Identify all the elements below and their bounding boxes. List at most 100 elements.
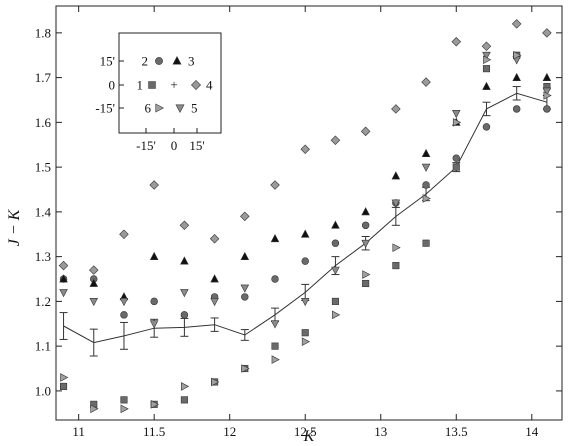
inset-frame: [118, 32, 222, 134]
data-point-series-2: [361, 221, 370, 230]
y-tick-label: 1.1: [35, 339, 51, 354]
data-point-series-5: [391, 199, 401, 208]
data-point-series-3: [240, 251, 250, 260]
data-point-series-4: [451, 37, 462, 47]
data-point-series-4: [270, 180, 280, 190]
data-point-series-5: [119, 298, 129, 307]
data-point-series-5: [240, 284, 250, 293]
data-point-series-5: [270, 320, 280, 329]
data-point-series-3: [361, 207, 370, 216]
data-point-series-2: [241, 293, 249, 301]
data-point-series-5: [180, 289, 189, 298]
inset-field-marker-2: [155, 57, 163, 65]
data-point-series-4: [542, 28, 552, 38]
data-point-series-4: [330, 135, 341, 146]
data-point-series-6: [181, 382, 190, 391]
data-point-series-5: [361, 239, 370, 248]
inset-field-label: 6: [145, 101, 152, 116]
data-point-series-6: [271, 355, 280, 364]
data-point-series-2: [452, 154, 460, 162]
data-point-series-3: [421, 148, 431, 158]
data-point-series-6: [90, 404, 99, 414]
y-tick-label: 1.7: [35, 70, 52, 85]
data-point-series-3: [542, 72, 552, 81]
data-point-series-5: [210, 298, 219, 307]
data-point-series-5: [421, 163, 431, 172]
plot-area-border: [55, 5, 563, 421]
data-point-series-6: [150, 400, 159, 409]
data-point-series-1: [120, 396, 128, 404]
data-point-series-3: [331, 220, 340, 229]
data-point-series-3: [149, 251, 159, 260]
inset-field-marker-1: [148, 81, 156, 89]
x-tick-label: 13.5: [445, 424, 468, 439]
data-point-series-5: [300, 298, 310, 307]
inset-x-tick-label: 15': [189, 138, 204, 153]
y-axis-title: J − K: [6, 208, 23, 246]
data-point-series-6: [362, 270, 371, 279]
data-point-series-6: [120, 404, 129, 414]
data-point-series-1: [452, 163, 460, 171]
inset-y-tick-label: -15': [95, 101, 115, 116]
x-tick-label: 12: [223, 424, 236, 439]
data-point-series-1: [60, 382, 68, 390]
y-tick-label: 1.2: [35, 294, 51, 309]
data-point-series-6: [241, 364, 250, 373]
data-point-series-5: [542, 87, 552, 96]
data-point-series-4: [421, 77, 431, 87]
data-point-series-2: [180, 311, 189, 319]
data-point-series-4: [240, 211, 250, 222]
data-point-series-1: [392, 262, 400, 270]
inset-field-label: 5: [191, 101, 198, 116]
data-point-series-2: [512, 105, 521, 113]
data-point-series-4: [89, 265, 99, 275]
data-point-series-3: [482, 81, 491, 90]
x-axis-ticks: 11 11.5 12 12.5 13 13.5 14: [72, 6, 539, 439]
data-point-series-3: [391, 171, 401, 180]
x-tick-label: 11: [72, 424, 85, 439]
data-point-series-4: [119, 229, 129, 240]
x-tick-label: 12.5: [294, 424, 317, 439]
data-point-series-3: [180, 256, 189, 265]
data-series: [58, 19, 552, 414]
y-tick-label: 1.3: [35, 249, 51, 264]
data-point-series-5: [59, 289, 68, 298]
data-point-series-6: [422, 194, 431, 203]
y-tick-label: 1.6: [35, 115, 52, 130]
y-tick-label: 1.0: [35, 383, 51, 398]
data-point-series-6: [483, 55, 492, 64]
data-point-series-4: [58, 260, 69, 271]
data-point-series-4: [300, 144, 310, 154]
data-point-series-2: [271, 275, 279, 283]
data-point-series-2: [331, 239, 340, 247]
data-point-series-4: [360, 126, 371, 137]
data-point-series-6: [392, 243, 401, 252]
y-tick-label: 1.5: [35, 160, 51, 175]
data-point-series-1: [422, 239, 430, 247]
y-tick-label: 1.4: [35, 204, 52, 219]
data-point-series-2: [301, 257, 309, 265]
data-point-series-1: [482, 65, 491, 73]
y-axis-ticks: 1.0 1.1 1.2 1.3 1.4 1.5 1.6 1.7 1.8: [35, 25, 562, 398]
data-point-series-4: [209, 233, 220, 244]
data-point-series-2: [150, 297, 158, 306]
inset-field-marker-6: [155, 103, 165, 113]
data-point-series-6: [211, 377, 220, 387]
x-tick-label: 14: [525, 424, 539, 439]
data-point-series-3: [59, 274, 68, 283]
inset-field-label: 3: [188, 54, 195, 69]
data-point-series-1: [271, 342, 279, 350]
y-tick-label: 1.8: [35, 25, 51, 40]
inset-field-marker-4: [191, 80, 201, 90]
data-point-series-2: [482, 123, 491, 131]
data-point-series-4: [149, 180, 159, 190]
inset-field-label: 1: [137, 78, 144, 93]
data-point-series-6: [60, 373, 69, 382]
data-point-series-4: [179, 220, 190, 231]
data-point-series-2: [422, 181, 430, 189]
data-point-series-4: [391, 104, 401, 114]
data-point-series-2: [120, 311, 128, 319]
data-point-series-5: [482, 51, 491, 61]
inset-field-marker-3: [172, 55, 182, 65]
